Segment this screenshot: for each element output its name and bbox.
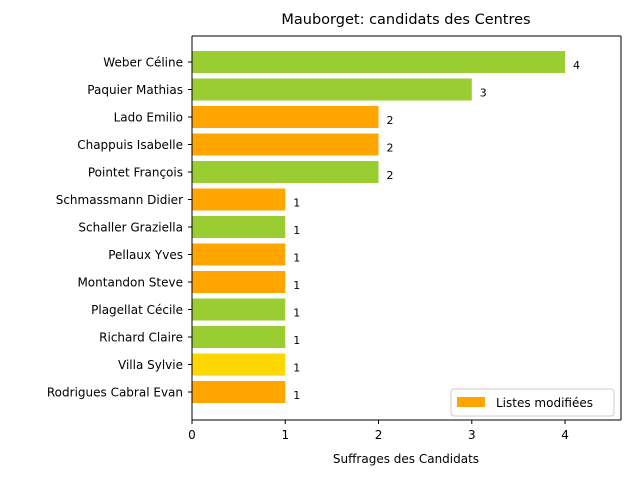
y-tick-label: Paquier Mathias [87, 83, 183, 97]
bar [192, 216, 286, 238]
data-label: 1 [293, 334, 300, 347]
bar [192, 51, 566, 73]
data-label: 4 [573, 59, 580, 72]
category-labels: Weber Céline Paquier Mathias Lado Emilio Ch… [47, 56, 183, 400]
y-tick-label: Weber Céline [103, 56, 183, 70]
data-label: 1 [293, 307, 300, 320]
x-tick-label: 2 [375, 428, 383, 442]
data-label: 1 [293, 252, 300, 265]
chart-title: Mauborget: candidats des Centres [281, 12, 530, 28]
data-label: 1 [293, 389, 300, 402]
y-tick-label: Villa Sylvie [118, 358, 183, 372]
data-label: 3 [480, 87, 487, 100]
legend: Listes modifiées [450, 388, 615, 417]
legend-swatch [457, 397, 485, 407]
bar [192, 161, 379, 183]
bar [192, 243, 286, 266]
data-label: 1 [293, 197, 300, 210]
data-label: 1 [293, 279, 300, 292]
y-tick-label: Richard Claire [99, 331, 183, 345]
y-tick-label: Pellaux Yves [108, 248, 183, 262]
legend-label: Listes modifiées [496, 396, 593, 410]
value-labels: 4 3 2 2 2 1 1 1 1 1 1 1 1 [293, 59, 580, 402]
bars-layer [192, 51, 566, 403]
y-tick-label: Schaller Graziella [78, 221, 183, 235]
data-label: 1 [293, 362, 300, 375]
y-tick-label: Chappuis Isabelle [77, 138, 183, 152]
data-label: 1 [293, 224, 300, 237]
bar [192, 353, 286, 376]
x-tick-label: 1 [281, 428, 289, 442]
bar [192, 106, 379, 128]
data-label: 2 [387, 142, 394, 155]
y-tick-label: Rodrigues Cabral Evan [47, 386, 183, 400]
bar [192, 188, 286, 211]
data-label: 2 [387, 169, 394, 182]
x-tick-label: 4 [561, 428, 569, 442]
bar [192, 298, 286, 321]
x-axis-label: Suffrages des Candidats [333, 452, 479, 466]
bar [192, 381, 286, 403]
bar [192, 271, 286, 293]
y-tick-label: Schmassmann Didier [56, 193, 183, 207]
y-tick-label: Plagellat Cécile [91, 303, 183, 317]
y-tick-label: Pointet François [88, 166, 183, 180]
y-tick-label: Lado Emilio [114, 111, 183, 125]
bar [192, 326, 286, 348]
bar [192, 133, 379, 156]
bar [192, 78, 472, 101]
axes: 0 1 2 3 4 [188, 35, 622, 442]
x-tick-label: 0 [188, 428, 196, 442]
data-label: 2 [387, 114, 394, 127]
legend-frame [450, 388, 615, 417]
x-tick-label: 3 [468, 428, 476, 442]
y-tick-label: Montandon Steve [77, 276, 183, 290]
